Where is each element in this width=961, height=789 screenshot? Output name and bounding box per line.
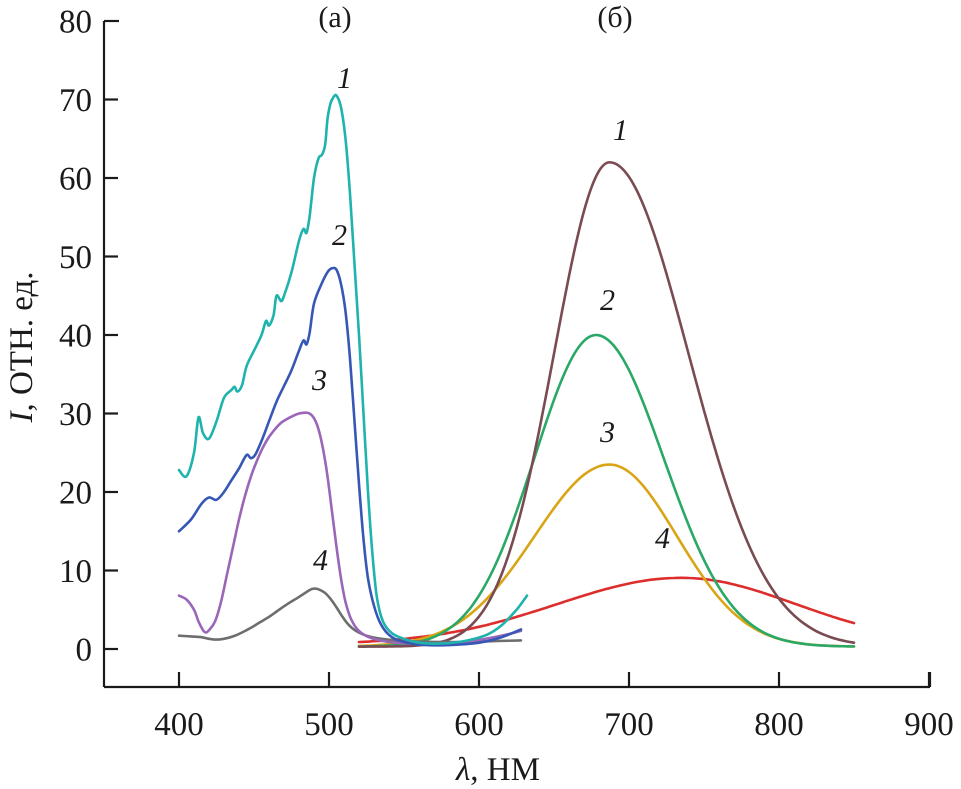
svg-text:60: 60 (59, 162, 92, 198)
svg-text:2: 2 (600, 284, 615, 317)
svg-text:I, ОТН. ед.: I, ОТН. ед. (4, 271, 40, 423)
svg-text:500: 500 (304, 707, 354, 743)
svg-text:(б): (б) (597, 1, 632, 34)
svg-text:0: 0 (76, 633, 93, 669)
svg-text:40: 40 (59, 319, 92, 355)
svg-text:70: 70 (59, 83, 92, 119)
svg-text:4: 4 (313, 544, 328, 577)
svg-text:600: 600 (454, 707, 504, 743)
svg-text:2: 2 (332, 219, 347, 252)
svg-text:3: 3 (311, 364, 327, 397)
svg-text:400: 400 (154, 707, 204, 743)
svg-text:30: 30 (59, 397, 92, 433)
svg-text:1: 1 (613, 114, 628, 147)
svg-text:λ, НМ: λ, НМ (455, 752, 540, 788)
svg-text:3: 3 (599, 416, 615, 449)
svg-text:900: 900 (904, 707, 954, 743)
svg-text:700: 700 (604, 707, 654, 743)
svg-text:(а): (а) (318, 1, 351, 34)
svg-text:20: 20 (59, 476, 92, 512)
svg-text:4: 4 (655, 522, 670, 555)
svg-text:10: 10 (59, 554, 92, 590)
svg-text:800: 800 (754, 707, 804, 743)
svg-text:80: 80 (59, 5, 92, 41)
svg-text:50: 50 (59, 240, 92, 276)
svg-text:1: 1 (337, 62, 352, 95)
